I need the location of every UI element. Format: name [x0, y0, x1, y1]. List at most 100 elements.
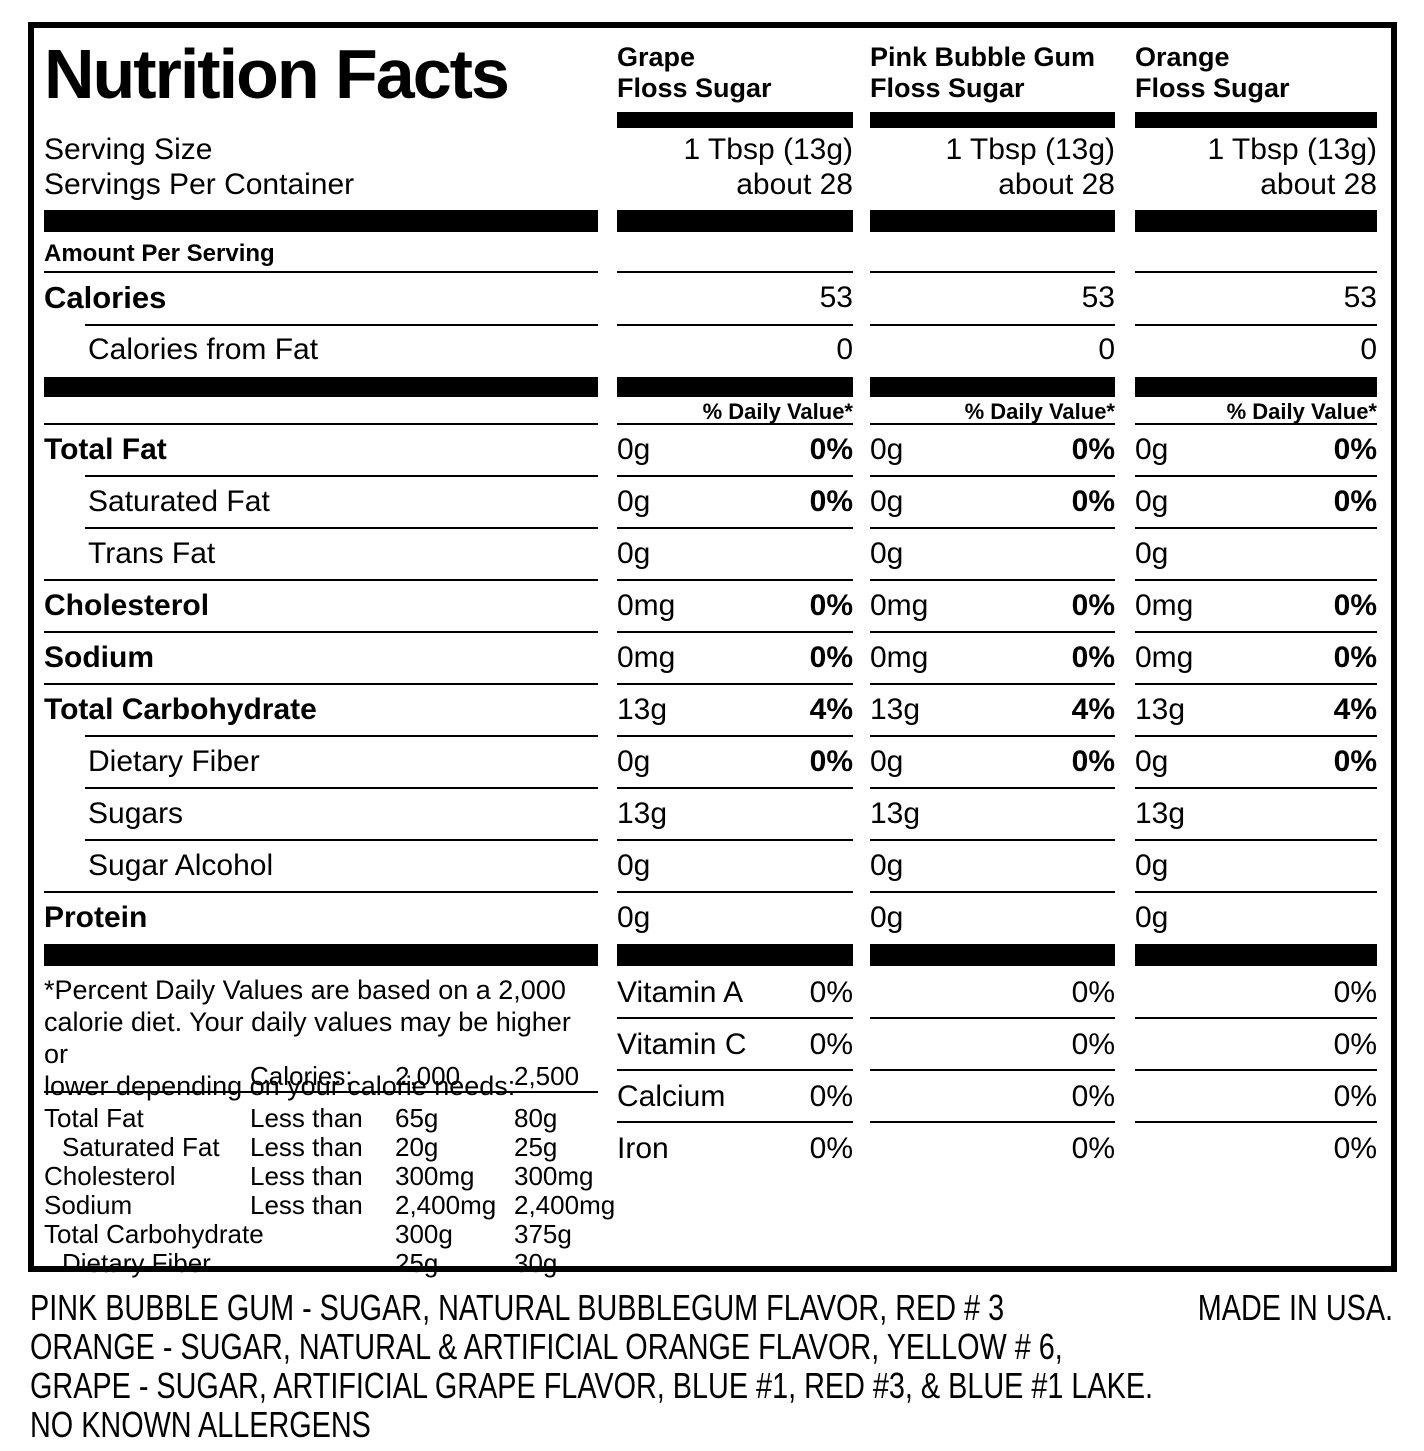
percent: 0% [1071, 745, 1115, 778]
divider [870, 579, 1115, 581]
footnote-row-label: Cholesterol [44, 1161, 176, 1191]
footnote-line: calorie diet. Your daily values may be h… [44, 1007, 571, 1069]
percent: 0% [809, 1132, 853, 1165]
servings-per-container-label: Servings Per Container [44, 168, 355, 201]
divider [44, 271, 598, 273]
protein-orange: 0g [1135, 901, 1377, 935]
serving-values-orange: 1 Tbsp (13g) about 28 [1135, 132, 1377, 202]
value-2000: 25g [395, 1248, 439, 1278]
percent: 0% [809, 485, 853, 518]
cholesterol-orange: 0mg 0% [1135, 589, 1377, 623]
ingredients-pink-bubble-gum: PINK BUBBLE GUM - SUGAR, NATURAL BUBBLEG… [30, 1287, 1005, 1328]
amount: 0g [617, 433, 651, 466]
flavor-name-line2: Floss Sugar [870, 73, 1025, 103]
amount: 0g [870, 849, 904, 882]
amount: 0g [617, 849, 651, 882]
footnote-row-label: Saturated Fat [62, 1132, 220, 1162]
amount: 0g [1135, 433, 1169, 466]
divider [870, 271, 1115, 273]
amount: 13g [617, 693, 668, 726]
cholesterol-pink: 0mg 0% [870, 589, 1115, 623]
section-bar [44, 377, 598, 397]
divider [1135, 891, 1377, 893]
amount: 0g [617, 485, 651, 518]
serving-values-grape: 1 Tbsp (13g) about 28 [617, 132, 853, 202]
row-saturated-fat: Saturated Fat [44, 485, 598, 519]
trans-fat-orange: 0g [1135, 537, 1377, 571]
footnote-line: *Percent Daily Values are based on a 2,0… [44, 975, 566, 1005]
divider [85, 324, 598, 326]
amount: 13g [1135, 797, 1186, 830]
saturated-fat-grape: 0g 0% [617, 485, 853, 519]
divider [617, 527, 853, 529]
calcium-grape: Calcium 0% [617, 1080, 853, 1114]
divider [870, 891, 1115, 893]
section-bar [870, 210, 1115, 232]
divider [617, 475, 853, 477]
divider [870, 735, 1115, 737]
divider [617, 324, 853, 326]
daily-value-header-grape: % Daily Value* [702, 399, 853, 424]
percent: 0% [1333, 589, 1377, 622]
vitamin-label: Iron [617, 1132, 669, 1165]
vitamin-c-pink: 0% [1071, 1028, 1115, 1061]
calories-from-fat-grape: 0 [836, 333, 853, 366]
iron-grape: Iron 0% [617, 1132, 853, 1166]
serving-size-value: 1 Tbsp (13g) [1207, 133, 1377, 166]
section-bar [1135, 377, 1377, 397]
amount: 0g [870, 485, 904, 518]
flavor-name-line1: Grape [617, 42, 696, 72]
footnote-row-dietary-fiber: Dietary Fiber 25g 30g [44, 1249, 598, 1278]
section-bar [617, 944, 853, 966]
divider [44, 423, 598, 425]
total-carbohydrate-pink: 13g 4% [870, 693, 1115, 727]
nutrient-label: Cholesterol [44, 589, 210, 622]
total-fat-orange: 0g 0% [1135, 433, 1377, 467]
divider [617, 839, 853, 841]
nutrition-facts-panel: Nutrition Facts Grape Floss Sugar Pink B… [28, 22, 1397, 1278]
vitamin-label: Vitamin C [617, 1028, 747, 1061]
vitamin-a-grape: Vitamin A 0% [617, 976, 853, 1010]
value-2500: 300mg [514, 1161, 594, 1191]
iron-orange: 0% [1333, 1132, 1377, 1165]
divider [1135, 1121, 1377, 1123]
divider [870, 324, 1115, 326]
amount: 0mg [1135, 589, 1194, 622]
percent: 0% [809, 1028, 853, 1061]
calories-from-fat-label: Calories from Fat [88, 333, 319, 366]
total-carbohydrate-grape: 13g 4% [617, 693, 853, 727]
header-bar [617, 112, 853, 128]
calories-grape: 53 [819, 281, 853, 314]
dietary-fiber-pink: 0g 0% [870, 745, 1115, 779]
vitamin-label: Vitamin A [617, 976, 744, 1009]
footnote-row-label: Dietary Fiber [62, 1248, 211, 1278]
divider [44, 891, 598, 893]
amount: 0g [870, 537, 904, 570]
qualifier: Less than [250, 1132, 363, 1162]
nutrient-label: Sugars [88, 797, 184, 830]
divider [85, 527, 598, 529]
percent: 0% [1333, 745, 1377, 778]
divider [617, 579, 853, 581]
footnote-row-sodium: Sodium Less than 2,400mg 2,400mg [44, 1191, 615, 1220]
divider [617, 271, 853, 273]
made-in-usa-label: MADE IN USA. [1197, 1287, 1393, 1328]
section-bar [44, 210, 598, 232]
daily-value-header-orange: % Daily Value* [1226, 399, 1377, 424]
sugar-alcohol-orange: 0g [1135, 849, 1377, 883]
sugars-grape: 13g [617, 797, 853, 831]
calories-label: Calories [44, 280, 167, 315]
divider [85, 735, 598, 737]
divider [870, 1017, 1115, 1019]
divider [1135, 475, 1377, 477]
amount: 0g [870, 433, 904, 466]
section-bar [617, 377, 853, 397]
serving-values-pink: 1 Tbsp (13g) about 28 [870, 132, 1115, 202]
amount-per-serving-label: Amount Per Serving [44, 240, 275, 267]
amount: 0g [1135, 849, 1169, 882]
sodium-grape: 0mg 0% [617, 641, 853, 675]
col-2000-header: 2,000 [395, 1061, 461, 1091]
servings-per-container-value: about 28 [736, 168, 853, 201]
dietary-fiber-orange: 0g 0% [1135, 745, 1377, 779]
percent: 0% [1071, 433, 1115, 466]
